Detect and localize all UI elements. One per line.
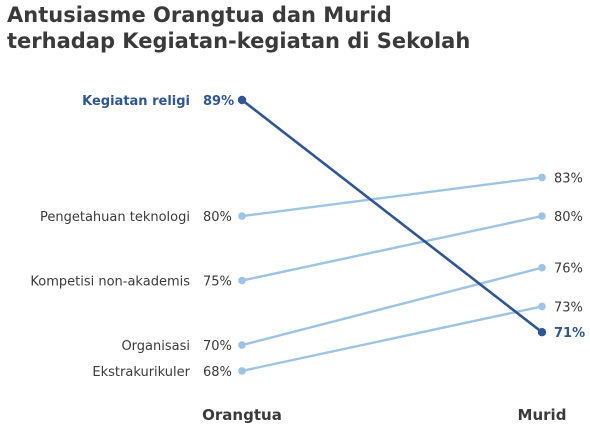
point-pengetahuan-teknologi-murid	[538, 173, 546, 182]
point-kegiatan-religi-orangtua	[237, 95, 247, 105]
point-kompetisi-non-akademis-orangtua	[238, 276, 246, 285]
series-line-kegiatan-religi	[241, 98, 543, 334]
point-pengetahuan-teknologi-orangtua	[238, 212, 246, 220]
value-organisasi-orangtua: 70%	[203, 339, 232, 354]
point-ekstrakurikuler-orangtua	[238, 367, 246, 375]
series-lines	[237, 95, 547, 375]
value-kegiatan-religi-orangtua: 89%	[203, 94, 234, 109]
series-name-kompetisi-non-akademis: Kompetisi non-akademis	[30, 275, 190, 290]
point-organisasi-orangtua	[238, 341, 246, 349]
value-kompetisi-non-akademis-murid: 80%	[554, 210, 583, 225]
value-pengetahuan-teknologi-orangtua: 80%	[203, 210, 232, 225]
value-ekstrakurikuler-murid: 73%	[554, 300, 583, 315]
series-line-organisasi	[241, 266, 543, 347]
point-kegiatan-religi-murid	[537, 328, 547, 337]
chart-title: Antusiasme Orangtua dan Murid terhadap K…	[7, 2, 583, 54]
series-name-organisasi: Organisasi	[121, 339, 190, 354]
axis-label-orangtua: Orangtua	[202, 406, 282, 424]
series-name-kegiatan-religi: Kegiatan religi	[82, 94, 190, 109]
chart-title-line-2: terhadap Kegiatan-kegiatan di Sekolah	[7, 29, 471, 53]
series-name-pengetahuan-teknologi: Pengetahuan teknologi	[40, 210, 190, 225]
series-line-pengetahuan-teknologi	[241, 176, 543, 218]
value-pengetahuan-teknologi-murid: 83%	[554, 171, 583, 186]
point-organisasi-murid	[538, 263, 546, 272]
value-organisasi-murid: 76%	[554, 262, 583, 277]
point-kompetisi-non-akademis-murid	[538, 212, 546, 220]
value-ekstrakurikuler-orangtua: 68%	[203, 365, 232, 380]
axis-label-murid: Murid	[518, 406, 567, 424]
point-ekstrakurikuler-murid	[538, 302, 546, 311]
value-kegiatan-religi-murid: 71%	[554, 326, 585, 341]
series-name-ekstrakurikuler: Ekstrakurikuler	[92, 365, 190, 380]
series-line-ekstrakurikuler	[241, 305, 543, 373]
value-kompetisi-non-akademis-orangtua: 75%	[203, 275, 232, 290]
series-line-kompetisi-non-akademis	[241, 214, 543, 282]
chart-title-line-1: Antusiasme Orangtua dan Murid	[7, 3, 392, 27]
series-labels: Kegiatan religi 89% 71% Pengetahuan teknolo…	[30, 94, 585, 380]
